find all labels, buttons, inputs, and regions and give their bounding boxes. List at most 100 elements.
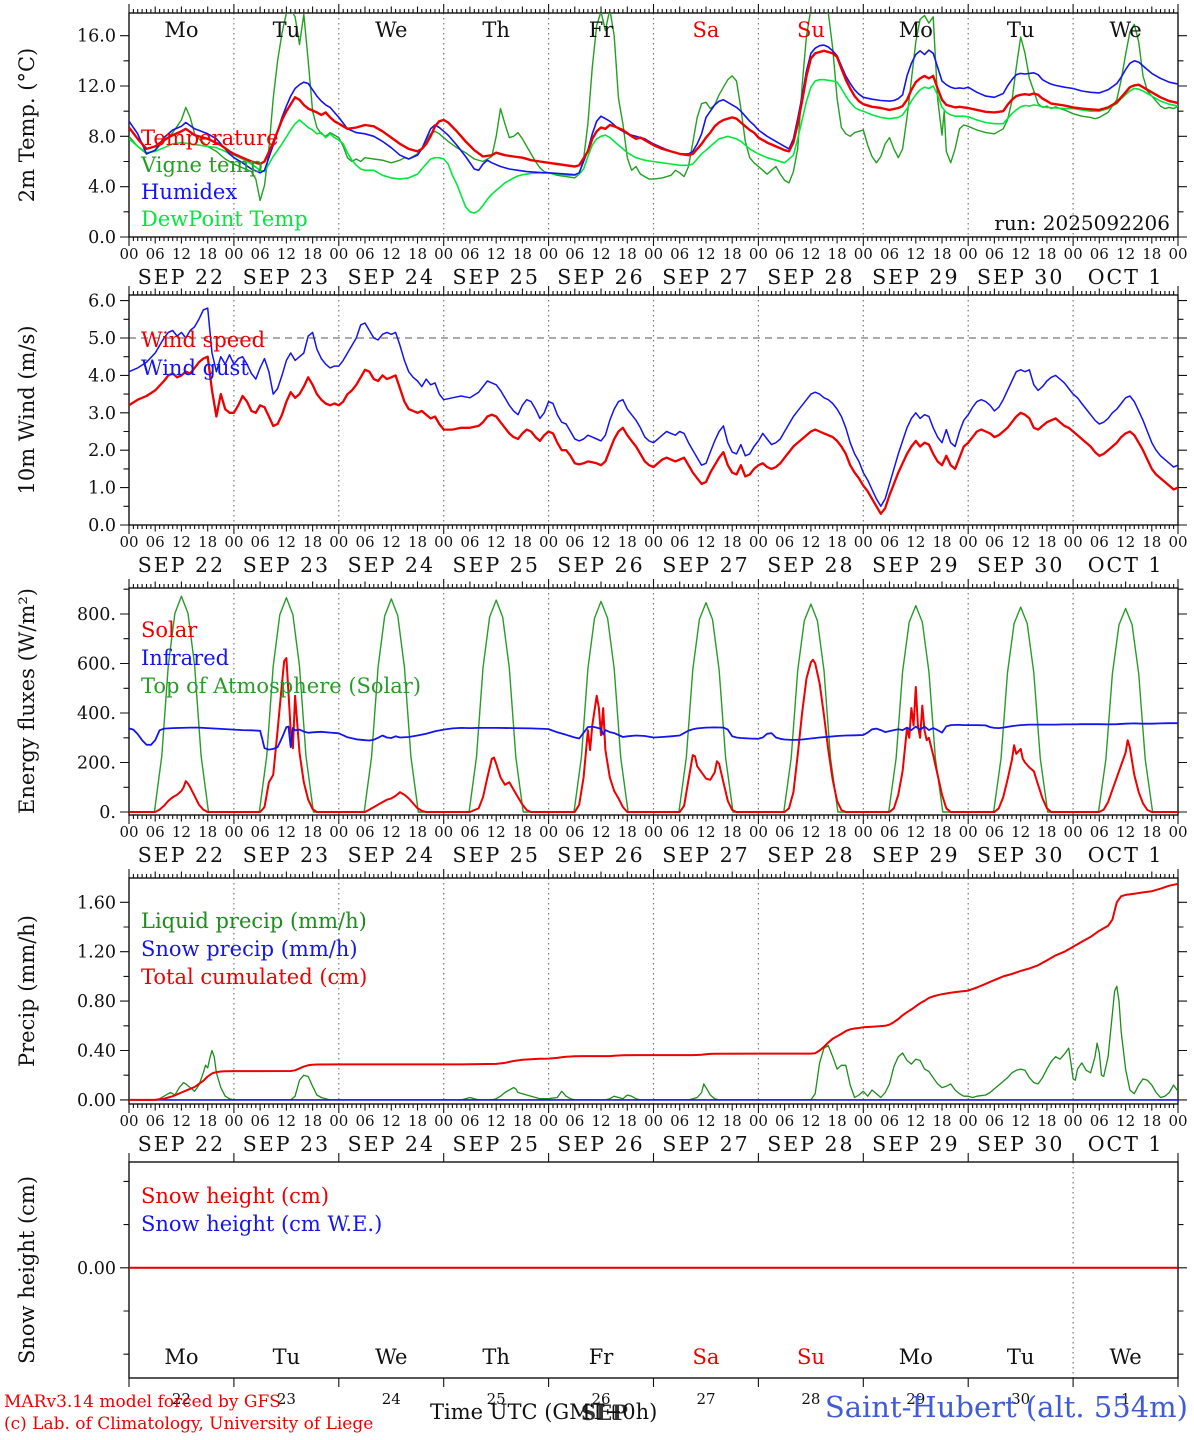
hour-tick-label: 06 bbox=[1090, 823, 1109, 841]
hour-tick-label: 18 bbox=[932, 823, 951, 841]
hour-tick-label: 06 bbox=[355, 245, 374, 263]
hour-tick-label: 12 bbox=[1116, 823, 1135, 841]
y-tick-label: 4.0 bbox=[88, 178, 116, 198]
date-label: SEP 30 bbox=[977, 1132, 1064, 1156]
weekday-label-top: Mo bbox=[164, 18, 198, 42]
hour-tick-label: 12 bbox=[1011, 245, 1030, 263]
y-axis-title-temp: 2m Temp. (°C) bbox=[15, 48, 39, 202]
panel-precip: 0.00 0.40 0.80 1.20 1.60 Liquid precip (mm/h)… bbox=[15, 869, 1188, 1156]
hour-tick-label: 18 bbox=[1037, 245, 1056, 263]
date-label: SEP 25 bbox=[452, 1132, 539, 1156]
series-wind-speed bbox=[129, 355, 1178, 515]
weekday-label-bottom: We bbox=[1109, 1345, 1141, 1369]
hour-tick-label: 18 bbox=[828, 245, 847, 263]
legend-precip-2: Total cumulated (cm) bbox=[141, 965, 367, 989]
hour-tick-label: 12 bbox=[172, 245, 191, 263]
x-ticks bbox=[128, 286, 1179, 534]
weekday-label-bottom: Fr bbox=[589, 1345, 615, 1369]
hour-tick-label: 00 bbox=[1064, 823, 1083, 841]
hour-tick-label: 18 bbox=[513, 245, 532, 263]
legend-temp-2: Humidex bbox=[141, 180, 237, 204]
hour-tick-label: 06 bbox=[985, 1112, 1004, 1130]
model-credit-line: MARv3.14 model forced by GFS bbox=[4, 1392, 281, 1412]
series-wind-gust bbox=[129, 307, 1178, 508]
day-number-label: 29 bbox=[906, 1390, 925, 1408]
series-humidex bbox=[129, 44, 1178, 176]
hour-tick-label: 12 bbox=[277, 533, 296, 551]
hour-tick-label: 18 bbox=[618, 823, 637, 841]
legend-energy-0: Solar bbox=[141, 618, 198, 642]
hour-tick-label: 18 bbox=[303, 245, 322, 263]
y-ticks bbox=[120, 901, 1187, 1101]
date-label: SEP 24 bbox=[348, 843, 435, 867]
hour-tick-label: 00 bbox=[119, 533, 138, 551]
hour-tick-label: 12 bbox=[591, 533, 610, 551]
hour-tick-label: 06 bbox=[355, 533, 374, 551]
hour-tick-label: 18 bbox=[828, 533, 847, 551]
date-label: SEP 26 bbox=[557, 1132, 644, 1156]
day-number-label: 28 bbox=[801, 1390, 820, 1408]
hour-tick-label: 12 bbox=[696, 245, 715, 263]
hour-tick-label: 18 bbox=[513, 823, 532, 841]
weekday-label-bottom: Mo bbox=[164, 1345, 198, 1369]
hour-tick-label: 18 bbox=[1037, 1112, 1056, 1130]
hour-tick-label: 06 bbox=[251, 823, 270, 841]
y-axis-title-snow: Snow height (cm) bbox=[15, 1176, 39, 1364]
weekday-label-top: Mo bbox=[899, 18, 933, 42]
hour-tick-label: 12 bbox=[487, 533, 506, 551]
date-label: SEP 24 bbox=[348, 553, 435, 577]
hour-tick-label: 18 bbox=[198, 533, 217, 551]
hour-tick-label: 00 bbox=[1168, 1112, 1187, 1130]
hour-tick-label: 00 bbox=[644, 245, 663, 263]
weekday-label-bottom: Mo bbox=[899, 1345, 933, 1369]
date-label: SEP 26 bbox=[557, 265, 644, 289]
hour-tick-label: 12 bbox=[906, 1112, 925, 1130]
panel-frame bbox=[128, 294, 1179, 526]
weekday-label-bottom: Tu bbox=[1007, 1345, 1035, 1369]
hour-tick-label: 06 bbox=[251, 533, 270, 551]
hour-tick-label: 12 bbox=[801, 823, 820, 841]
hour-tick-label: 12 bbox=[277, 1112, 296, 1130]
hour-tick-label: 00 bbox=[224, 1112, 243, 1130]
series-total-cumulated bbox=[129, 882, 1178, 1101]
panel-energy: 0. 200. 400. 600. 800. Solar Infrared Top of At… bbox=[15, 579, 1188, 867]
x-ticks bbox=[128, 579, 1179, 824]
date-label: SEP 27 bbox=[662, 265, 749, 289]
date-label: SEP 25 bbox=[452, 265, 539, 289]
hour-tick-label: 00 bbox=[224, 823, 243, 841]
y-axis-title-energy: Energy fluxes (W/m²) bbox=[15, 588, 39, 814]
y-ticks bbox=[120, 1180, 1187, 1355]
hour-tick-label: 00 bbox=[644, 533, 663, 551]
date-label: SEP 27 bbox=[662, 553, 749, 577]
hour-tick-label: 12 bbox=[591, 245, 610, 263]
legend-precip-1: Snow precip (mm/h) bbox=[141, 937, 358, 961]
hour-tick-label: 12 bbox=[277, 823, 296, 841]
date-label: SEP 30 bbox=[977, 265, 1064, 289]
hour-tick-label: 12 bbox=[172, 533, 191, 551]
date-label: SEP 22 bbox=[138, 265, 225, 289]
hour-tick-label: 12 bbox=[591, 823, 610, 841]
hour-tick-label: 06 bbox=[880, 1112, 899, 1130]
hour-tick-label: 06 bbox=[146, 1112, 165, 1130]
hour-tick-label: 12 bbox=[1011, 823, 1030, 841]
hour-tick-label: 06 bbox=[880, 245, 899, 263]
y-tick-label: 1.20 bbox=[77, 943, 116, 963]
hour-tick-label: 18 bbox=[723, 823, 742, 841]
date-label: SEP 27 bbox=[662, 843, 749, 867]
y-tick-label: 400. bbox=[77, 704, 116, 724]
hour-tick-label: 12 bbox=[382, 533, 401, 551]
weekday-label-top: Su bbox=[797, 18, 825, 42]
series-liquid-precip bbox=[129, 985, 1178, 1101]
hour-tick-label: 06 bbox=[775, 245, 794, 263]
hour-tick-label: 00 bbox=[434, 245, 453, 263]
y-axis-title-wind: 10m Wind (m/s) bbox=[15, 325, 39, 494]
hour-tick-label: 00 bbox=[749, 533, 768, 551]
hour-tick-label: 06 bbox=[775, 533, 794, 551]
weekday-label-bottom: Tu bbox=[273, 1345, 301, 1369]
day-number-label: 27 bbox=[696, 1390, 715, 1408]
hour-tick-label: 12 bbox=[382, 1112, 401, 1130]
hour-tick-label: 18 bbox=[408, 533, 427, 551]
hour-tick-label: 18 bbox=[1037, 533, 1056, 551]
